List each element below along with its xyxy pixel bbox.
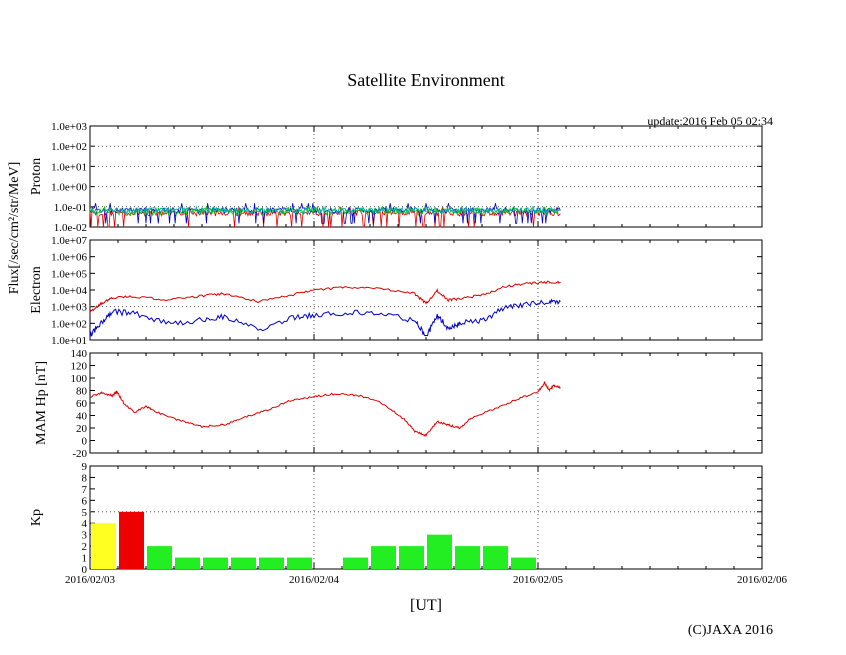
mam_hp-ytick-label: 80 [76, 386, 88, 398]
electron-ytick-label: 1.0e+06 [51, 252, 87, 264]
mam_hp-series-line [89, 380, 561, 437]
proton-series-line [89, 205, 561, 215]
kp-ytick-label: 3 [82, 530, 88, 542]
kp-bar [511, 557, 536, 569]
kp-bar [455, 546, 480, 569]
x-axis-label: [UT] [410, 597, 442, 614]
kp-bar [175, 557, 200, 569]
proton-ytick-label: 1.0e+02 [51, 141, 87, 153]
flux-axis-label: Flux[/sec/cm²/str/MeV] [7, 162, 22, 295]
mam_hp-ytick-label: -20 [72, 448, 87, 460]
kp-ytick-label: 1 [82, 553, 88, 565]
x-tick-label: 2016/02/03 [65, 574, 116, 586]
electron-series-line [89, 280, 561, 314]
kp-bar [203, 557, 228, 569]
mam_hp-ytick-label: 120 [71, 361, 88, 373]
kp-bar [147, 546, 172, 569]
electron-frame [89, 239, 763, 341]
update-timestamp: update:2016 Feb 05 02:34 [647, 114, 773, 128]
kp-bar [259, 557, 284, 569]
proton-ytick-label: 1.0e-02 [54, 222, 87, 234]
kp-ytick-label: 5 [82, 507, 88, 519]
kp-ytick-label: 6 [82, 495, 88, 507]
proton-ytick-label: 1.0e+00 [51, 182, 87, 194]
panels: 1.0e-02 1.0e-01 1.0e+00 1.0e+01 1.0e+02 1.0e+… [29, 121, 788, 586]
electron-ytick-label: 1.0e+05 [51, 268, 87, 280]
kp-bar [427, 534, 452, 569]
electron-ytick-label: 1.0e+02 [51, 318, 87, 330]
electron-ylabel: Electron [29, 266, 44, 313]
kp-ytick-label: 7 [82, 484, 88, 496]
mam_hp-ytick-label: 20 [76, 423, 88, 435]
kp-ytick-label: 2 [82, 541, 88, 553]
mam_hp-ylabel: MAM Hp [nT] [34, 361, 49, 445]
proton-ytick-label: 1.0e+03 [51, 121, 87, 133]
electron-ytick-label: 1.0e+07 [51, 235, 87, 247]
x-tick-label: 2016/02/04 [289, 574, 340, 586]
mam_hp-frame [89, 352, 763, 454]
kp-ytick-label: 4 [82, 518, 88, 530]
copyright-text: (C)JAXA 2016 [688, 623, 773, 638]
kp-ytick-label: 8 [82, 472, 88, 484]
kp-frame [89, 465, 763, 570]
electron-series-line [89, 298, 561, 338]
kp-bar [483, 546, 508, 569]
electron-ytick-label: 1.0e+04 [51, 285, 87, 297]
proton-ylabel: Proton [29, 158, 44, 195]
proton-ytick-label: 1.0e-01 [54, 202, 87, 214]
proton-series-line [89, 205, 561, 217]
kp-bar [371, 546, 396, 569]
electron-ytick-label: 1.0e+03 [51, 302, 87, 314]
kp-bar [343, 557, 368, 569]
x-tick-label: 2016/02/05 [513, 574, 564, 586]
mam_hp-ytick-label: 40 [76, 411, 88, 423]
mam_hp-ytick-label: 60 [76, 398, 88, 410]
mam_hp-ytick-label: 100 [71, 373, 88, 385]
chart-title: Satellite Environment [347, 70, 504, 90]
kp-bar [399, 546, 424, 569]
electron-ytick-label: 1.0e+01 [51, 335, 87, 347]
kp-bar [91, 523, 116, 569]
x-tick-label: 2016/02/06 [737, 574, 788, 586]
mam_hp-ytick-label: 140 [71, 348, 88, 360]
kp-bar [231, 557, 256, 569]
kp-ytick-label: 9 [82, 461, 88, 473]
kp-bar [119, 511, 144, 569]
mam_hp-ytick-label: 0 [82, 436, 88, 448]
proton-ytick-label: 1.0e+01 [51, 161, 87, 173]
kp-ylabel: Kp [29, 509, 44, 526]
kp-bar [287, 557, 312, 569]
kp-ytick-label: 0 [82, 564, 88, 576]
